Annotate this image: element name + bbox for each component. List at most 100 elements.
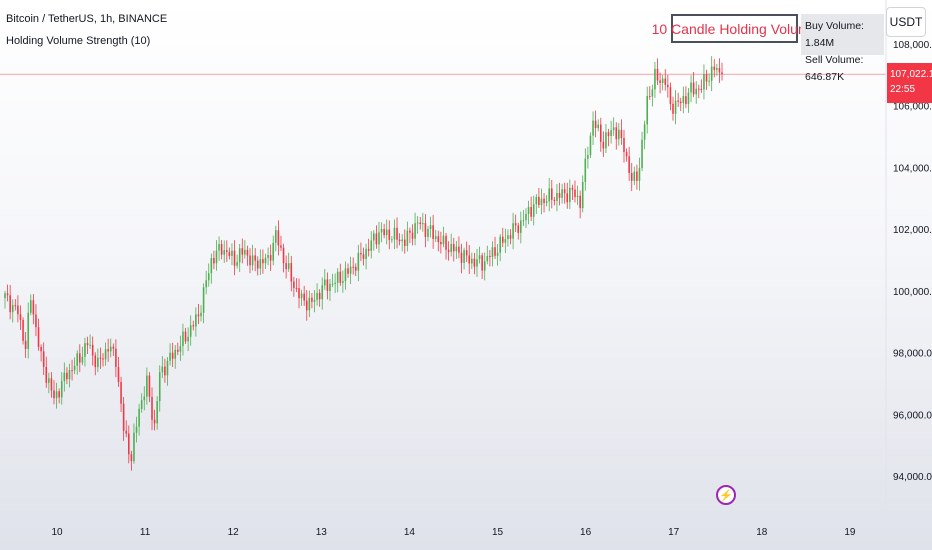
- time-tick-label: 15: [492, 527, 504, 538]
- candle-body: [130, 454, 133, 462]
- candle-body: [6, 293, 9, 296]
- candle-body: [272, 242, 275, 261]
- candle-body: [220, 243, 223, 255]
- candle-body: [460, 252, 463, 263]
- candle-body: [269, 255, 272, 261]
- candle-body: [708, 80, 710, 82]
- candle-body: [625, 152, 628, 157]
- candle-body: [527, 206, 530, 214]
- currency-button[interactable]: USDT: [886, 7, 926, 37]
- candle-body: [378, 232, 380, 245]
- candle-body: [452, 244, 455, 252]
- candle-body: [308, 297, 311, 311]
- candle-body: [576, 195, 579, 198]
- candle-body: [205, 280, 207, 288]
- candle-body: [60, 381, 63, 398]
- candle-body: [138, 408, 140, 427]
- time-tick-label: 17: [668, 527, 680, 538]
- candle-body: [109, 346, 112, 352]
- candle-body: [411, 232, 414, 239]
- candle-body: [86, 343, 89, 346]
- candle-body: [367, 248, 370, 251]
- time-tick-label: 11: [140, 527, 151, 538]
- candle-body: [287, 263, 290, 270]
- candle-body: [672, 103, 674, 114]
- indicator-label[interactable]: Holding Volume Strength (10): [6, 35, 151, 47]
- candle-body: [682, 96, 685, 104]
- candle-body: [661, 78, 664, 83]
- price-tick-label: 94,000.00: [893, 472, 932, 483]
- candle-body: [29, 300, 32, 313]
- candle-body: [447, 249, 450, 253]
- candle-body: [148, 375, 151, 397]
- candle-body: [9, 295, 11, 313]
- price-tick-label: 106,000.00: [893, 102, 932, 113]
- candle-body: [483, 261, 486, 271]
- candle-body: [362, 254, 365, 259]
- candle-body: [24, 340, 27, 349]
- candle-body: [703, 74, 705, 90]
- time-tick-label: 13: [316, 527, 328, 538]
- candle-body: [643, 124, 646, 140]
- candle-body: [713, 66, 716, 70]
- candle-body: [156, 401, 158, 424]
- candle-body: [471, 258, 473, 264]
- lightning-bolt-icon[interactable]: ⚡: [716, 485, 736, 505]
- candle-body: [352, 266, 354, 268]
- candle-body: [716, 68, 718, 70]
- candle-body: [264, 257, 267, 264]
- candle-body: [478, 255, 481, 260]
- candle-body: [55, 391, 58, 399]
- candle-body: [692, 82, 695, 95]
- candle-body: [228, 251, 231, 256]
- candle-body: [295, 287, 298, 289]
- candle-body: [63, 372, 66, 382]
- candle-body: [450, 244, 452, 253]
- candle-body: [718, 68, 721, 73]
- candle-body: [641, 139, 643, 169]
- candle-body: [520, 220, 522, 233]
- candle-body: [440, 242, 442, 245]
- candle-body: [638, 168, 641, 181]
- candle-body: [543, 198, 545, 204]
- candle-body: [393, 227, 396, 240]
- candle-body: [455, 246, 458, 252]
- candle-body: [187, 336, 189, 342]
- candle-body: [618, 129, 620, 140]
- candle-body: [153, 419, 156, 424]
- candle-body: [517, 225, 520, 233]
- candle-body: [501, 236, 504, 243]
- candle-body: [81, 356, 84, 363]
- candle-body: [135, 426, 138, 433]
- time-axis[interactable]: 10 11 12 13 14 15 16 17 18 19: [51, 527, 855, 538]
- candle-body: [115, 348, 117, 367]
- candle-body: [354, 266, 357, 271]
- candle-body: [213, 258, 215, 264]
- candle-body: [37, 327, 40, 347]
- candle-body: [424, 223, 427, 237]
- candle-body: [267, 255, 269, 258]
- candle-body: [566, 193, 569, 203]
- candle-body: [429, 225, 432, 230]
- candle-body: [143, 396, 146, 401]
- candle-body: [545, 201, 548, 204]
- candle-body: [587, 155, 589, 159]
- price-tick-label: 98,000.00: [893, 349, 932, 360]
- price-axis[interactable]: 94,000.00 96,000.00 98,000.00 100,000.00 102…: [893, 40, 932, 483]
- candle-body: [236, 262, 238, 266]
- candle-body: [605, 132, 607, 149]
- candle-body: [375, 233, 378, 245]
- candle-body: [120, 382, 122, 404]
- candle-body: [22, 319, 24, 341]
- candle-body: [388, 229, 391, 240]
- candle-body: [434, 236, 437, 239]
- bar-countdown: 22:55: [890, 84, 916, 95]
- candle-body: [104, 349, 107, 360]
- candle-body: [491, 247, 494, 258]
- candle-body: [207, 273, 210, 281]
- candle-body: [398, 239, 401, 242]
- candle-body: [486, 255, 489, 262]
- candle-body: [630, 172, 633, 181]
- buy-volume: Buy Volume: 1.84M: [805, 20, 864, 49]
